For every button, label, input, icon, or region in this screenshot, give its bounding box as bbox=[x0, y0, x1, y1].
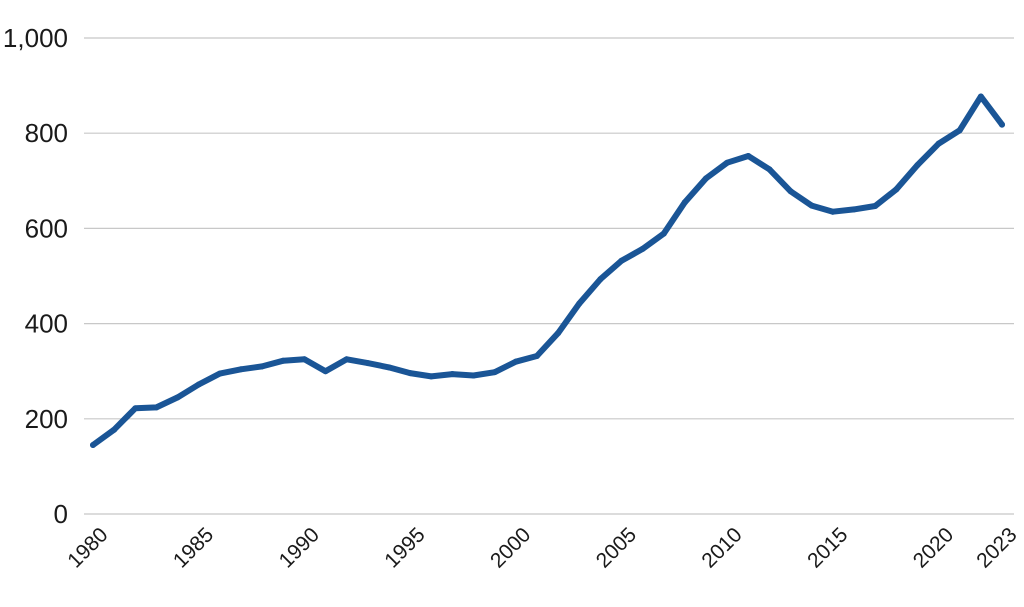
data-point bbox=[111, 426, 118, 433]
data-point bbox=[618, 257, 625, 264]
data-point bbox=[977, 93, 984, 100]
data-point bbox=[343, 356, 350, 363]
x-tick-label: 1995 bbox=[380, 523, 429, 572]
data-point bbox=[470, 372, 477, 379]
data-point bbox=[216, 370, 223, 377]
y-tick-label: 800 bbox=[25, 118, 68, 148]
data-point bbox=[703, 175, 710, 182]
data-point bbox=[512, 358, 519, 365]
data-point bbox=[132, 405, 139, 412]
data-point bbox=[681, 199, 688, 206]
data-point bbox=[385, 364, 392, 371]
data-point bbox=[364, 360, 371, 367]
data-point bbox=[491, 369, 498, 376]
data-point bbox=[174, 394, 181, 401]
data-point bbox=[660, 230, 667, 237]
x-tick-label: 1990 bbox=[275, 523, 324, 572]
data-point bbox=[745, 153, 752, 160]
data-point bbox=[956, 127, 963, 134]
data-point bbox=[428, 373, 435, 380]
data-point bbox=[914, 162, 921, 169]
data-point bbox=[195, 381, 202, 388]
y-tick-label: 1,000 bbox=[3, 23, 68, 53]
x-tick-label: 2000 bbox=[486, 523, 535, 572]
data-point bbox=[893, 186, 900, 193]
x-tick-label: 2010 bbox=[697, 523, 746, 572]
data-series bbox=[90, 93, 1005, 448]
data-point bbox=[259, 363, 266, 370]
data-point bbox=[90, 441, 96, 448]
data-point bbox=[872, 203, 879, 210]
data-point bbox=[787, 188, 794, 195]
data-point bbox=[576, 300, 583, 307]
data-point bbox=[935, 140, 942, 147]
y-tick-label: 0 bbox=[54, 499, 68, 529]
data-point bbox=[407, 370, 414, 377]
x-tick-label: 2015 bbox=[803, 523, 852, 572]
x-axis-tick-labels: 1980 1985 1990 1995 2000 2005 2010 2015 2020 2023 bbox=[63, 523, 1021, 572]
data-point bbox=[533, 352, 540, 359]
data-point bbox=[597, 276, 604, 283]
x-tick-label: 1980 bbox=[63, 523, 112, 572]
data-point bbox=[555, 330, 562, 337]
data-point bbox=[639, 245, 646, 252]
data-point bbox=[851, 206, 858, 213]
y-axis-tick-labels: 0 200 400 600 800 1,000 bbox=[3, 23, 68, 529]
y-tick-label: 400 bbox=[25, 309, 68, 339]
data-point bbox=[829, 208, 836, 215]
y-tick-label: 200 bbox=[25, 404, 68, 434]
data-point bbox=[999, 121, 1005, 128]
data-point bbox=[153, 404, 160, 411]
data-point bbox=[280, 357, 287, 364]
data-point bbox=[322, 368, 329, 375]
x-tick-label: 2020 bbox=[909, 523, 958, 572]
x-tick-label: 2023 bbox=[972, 523, 1021, 572]
data-point bbox=[449, 371, 456, 378]
data-point bbox=[766, 166, 773, 173]
x-tick-label: 2005 bbox=[592, 523, 641, 572]
data-point bbox=[724, 159, 731, 166]
series-line-0 bbox=[90, 93, 1005, 448]
data-point bbox=[301, 356, 308, 363]
gridlines bbox=[84, 37, 1014, 515]
y-tick-label: 600 bbox=[25, 213, 68, 243]
data-point bbox=[237, 366, 244, 373]
data-point bbox=[808, 202, 815, 209]
x-tick-label: 1985 bbox=[169, 523, 218, 572]
